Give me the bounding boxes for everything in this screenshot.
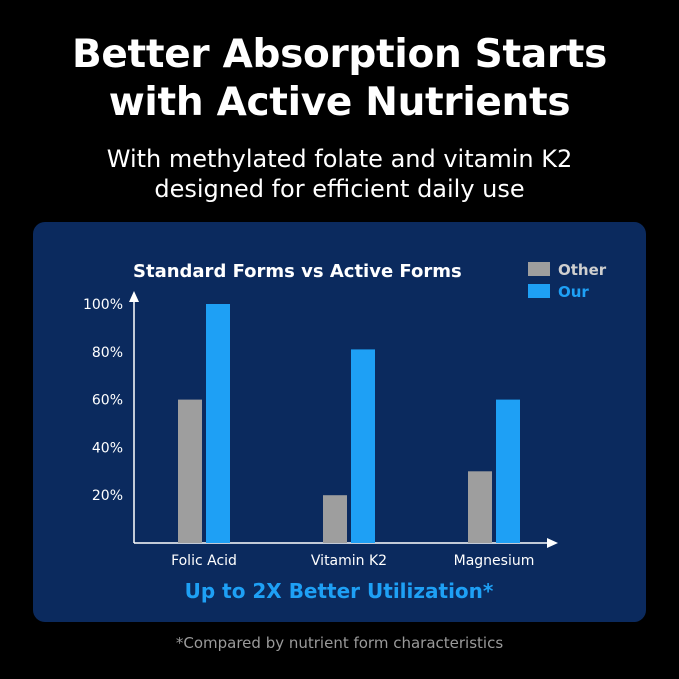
y-tick-label: 80%	[92, 345, 123, 361]
y-axis	[129, 291, 139, 543]
subheadline: With methylated folate and vitamin K2 de…	[0, 144, 679, 204]
headline-line-1: Better Absorption Starts	[71, 32, 608, 77]
legend-swatch-other	[528, 262, 550, 276]
y-tick-label: 20%	[92, 488, 123, 504]
bar-other-vitamin-k2	[323, 495, 347, 543]
bar-our-folic-acid	[206, 304, 230, 543]
chart-title: Standard Forms vs Active Forms	[133, 261, 462, 282]
legend-label-our: Our	[558, 283, 589, 301]
legend-swatch-our	[528, 284, 550, 298]
subheadline-line-1: With methylated folate and vitamin K2	[106, 145, 573, 173]
bar-our-magnesium	[496, 399, 520, 543]
x-tick-labels: Folic Acid Vitamin K2 Magnesium	[171, 553, 534, 569]
headline: Better Absorption Starts with Active Nut…	[0, 31, 679, 127]
headline-line-2: with Active Nutrients	[108, 80, 571, 125]
bar-our-vitamin-k2	[351, 349, 375, 543]
chart-panel: Standard Forms vs Active Forms Other Our…	[33, 222, 646, 622]
y-tick-labels: 20% 40% 60% 80% 100%	[83, 297, 123, 504]
x-axis-arrow	[547, 538, 558, 548]
utilization-callout: Up to 2X Better Utilization*	[185, 579, 494, 603]
y-axis-arrow	[129, 291, 139, 302]
y-tick-label: 60%	[92, 393, 123, 409]
footnote: *Compared by nutrient form characteristi…	[175, 634, 504, 652]
x-tick-label: Magnesium	[454, 553, 535, 569]
x-tick-label: Folic Acid	[171, 553, 237, 569]
bar-other-magnesium	[468, 471, 492, 543]
y-tick-label: 40%	[92, 440, 123, 456]
y-tick-label: 100%	[83, 297, 123, 313]
bar-chart: Standard Forms vs Active Forms Other Our…	[83, 261, 607, 603]
x-tick-label: Vitamin K2	[311, 553, 387, 569]
bar-other-folic-acid	[178, 399, 202, 543]
bars	[178, 304, 520, 543]
legend: Other Our	[528, 261, 607, 301]
legend-label-other: Other	[558, 261, 607, 279]
subheadline-line-2: designed for efficient daily use	[154, 175, 525, 203]
